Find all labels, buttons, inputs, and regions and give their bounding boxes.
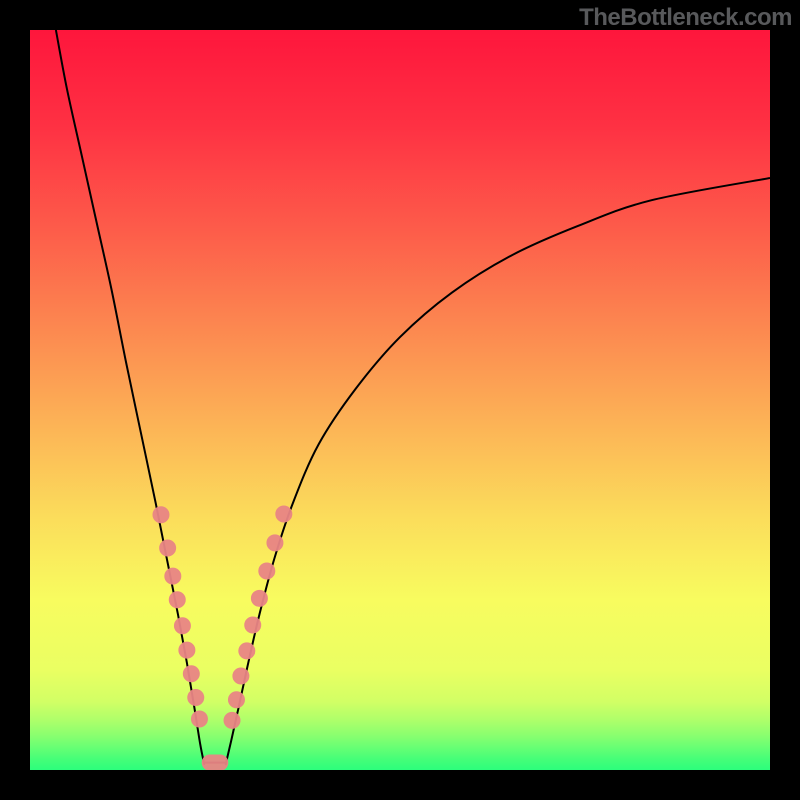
curve-marker bbox=[153, 507, 169, 523]
curve-marker bbox=[188, 689, 204, 705]
curve-marker bbox=[276, 506, 292, 522]
curve-floor-pill bbox=[202, 754, 229, 770]
curve-marker bbox=[179, 642, 195, 658]
curve-marker bbox=[224, 712, 240, 728]
curve-marker bbox=[228, 692, 244, 708]
curve-marker bbox=[191, 711, 207, 727]
curve-marker bbox=[183, 666, 199, 682]
watermark-text: TheBottleneck.com bbox=[579, 4, 792, 32]
curve-marker bbox=[233, 668, 249, 684]
curve-marker bbox=[165, 568, 181, 584]
curve-marker bbox=[267, 535, 283, 551]
curve-marker bbox=[251, 590, 267, 606]
curve-marker bbox=[245, 617, 261, 633]
curve-marker bbox=[160, 540, 176, 556]
gradient-background bbox=[30, 30, 770, 770]
chart-canvas bbox=[0, 0, 800, 800]
curve-marker bbox=[239, 643, 255, 659]
curve-marker bbox=[169, 592, 185, 608]
curve-marker bbox=[174, 618, 190, 634]
curve-marker bbox=[259, 563, 275, 579]
